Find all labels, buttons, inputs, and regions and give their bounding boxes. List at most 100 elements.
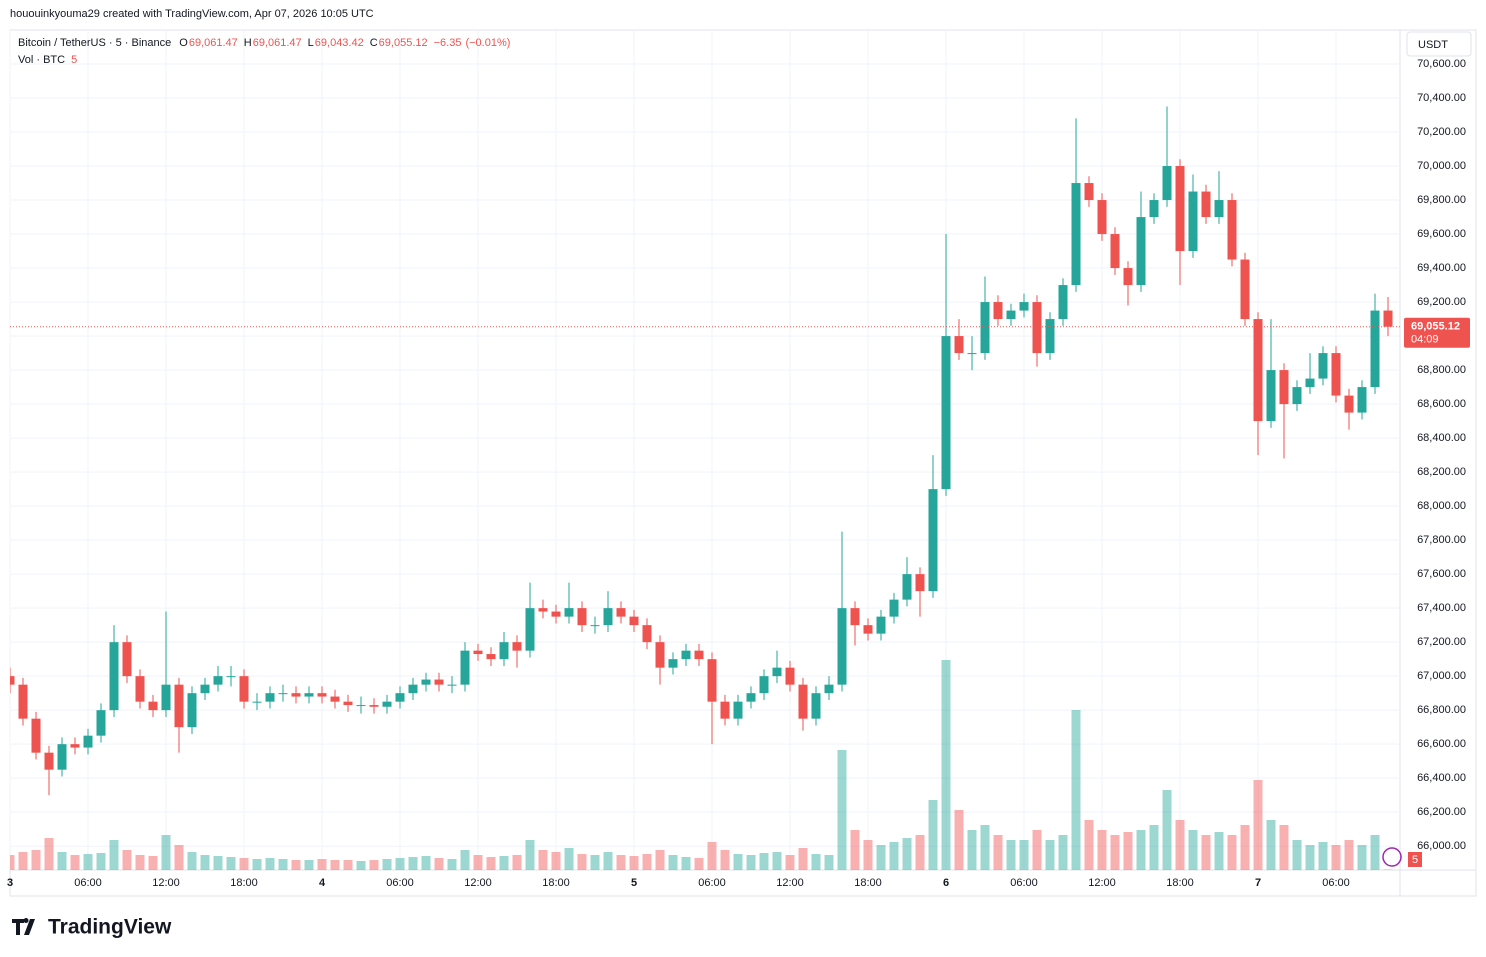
x-tick-label: 12:00: [464, 877, 492, 889]
x-tick-label: 18:00: [230, 877, 258, 889]
volume-bar: [31, 850, 41, 870]
volume-bar: [915, 835, 925, 870]
volume-bar: [486, 857, 496, 870]
candle-body: [798, 684, 808, 719]
axes: 66,000.00 66,200.00 66,400.00 66,600.00 66,8…: [7, 58, 1470, 889]
grid: [9, 30, 1400, 870]
candle-body: [954, 336, 964, 354]
ohlc-value: 69,043.42: [314, 37, 364, 49]
candle-body: [200, 684, 210, 694]
y-tick-label: 68,200.00: [1417, 466, 1466, 478]
volume-bar: [122, 850, 132, 870]
candle-body: [889, 599, 899, 617]
volume-bar: [278, 859, 288, 870]
volume-bar: [538, 850, 548, 870]
volume-bar: [265, 858, 275, 870]
volume-bar: [291, 860, 301, 870]
candle-body: [525, 608, 535, 651]
volume-bar: [161, 835, 171, 870]
volume-bar: [174, 845, 184, 870]
candle-body: [629, 616, 639, 626]
y-tick-label: 70,200.00: [1417, 126, 1466, 138]
candle-body: [733, 701, 743, 719]
candle-body: [421, 679, 431, 685]
y-tick-label: 67,200.00: [1417, 636, 1466, 648]
currency[interactable]: USDT: [1418, 39, 1448, 51]
y-tick-label: 69,800.00: [1417, 194, 1466, 206]
candle-body: [18, 684, 28, 719]
volume-bar: [317, 859, 327, 870]
candle-body: [239, 676, 249, 702]
ohlc-value: 69,061.47: [188, 37, 238, 49]
candle-body: [850, 608, 860, 626]
volume-bar: [967, 830, 977, 870]
candles: [10, 106, 1393, 796]
volume-bar: [707, 842, 717, 870]
candle-body: [434, 679, 444, 685]
volume-bar: [1188, 830, 1198, 870]
x-tick-label: 18:00: [1166, 877, 1194, 889]
y-tick-label: 69,400.00: [1417, 262, 1466, 274]
x-tick-label: 4: [319, 877, 326, 889]
volume-bar: [1305, 845, 1315, 870]
candle-body: [551, 611, 561, 617]
x-tick-label: 06:00: [386, 877, 414, 889]
candle-body: [1149, 200, 1159, 218]
volume-bar: [772, 852, 782, 870]
volume-bar: [824, 855, 834, 870]
y-tick-label: 66,000.00: [1417, 840, 1466, 852]
y-tick-label: 70,600.00: [1417, 58, 1466, 70]
volume-bar: [590, 855, 600, 870]
volume-bar: [135, 855, 145, 870]
candle-body: [174, 684, 184, 728]
x-tick-label: 3: [7, 877, 13, 889]
candle-body: [1266, 370, 1276, 422]
candle-body: [707, 659, 717, 702]
volume-bar: [460, 850, 470, 870]
volume-bar: [1006, 840, 1016, 870]
candle-body: [1032, 302, 1042, 354]
volume-bar: [941, 660, 951, 870]
currency-button[interactable]: [1406, 31, 1472, 57]
volume-bar: [421, 856, 431, 870]
volume-bar: [603, 852, 613, 870]
candle-body: [135, 676, 145, 702]
candle-body: [226, 676, 236, 678]
volume-bar: [902, 838, 912, 870]
candle-body: [1175, 166, 1185, 252]
volume-bar: [213, 856, 223, 870]
volume-bar: [330, 860, 340, 870]
candle-body: [642, 625, 652, 643]
volume-bar: [668, 855, 678, 870]
candle-body: [31, 718, 41, 753]
volume-bar: [447, 859, 457, 870]
y-tick-label: 69,200.00: [1417, 296, 1466, 308]
candle-body: [148, 701, 158, 711]
volume-bar: [1123, 832, 1133, 870]
volume-bar: [18, 852, 28, 870]
candle-body: [1019, 302, 1029, 311]
candle-body: [278, 693, 288, 695]
volume-bar: [616, 855, 626, 870]
candle-body: [317, 693, 327, 697]
volume-bar: [655, 850, 665, 870]
volume-bar: [642, 854, 652, 870]
volume-bar: [109, 840, 119, 870]
candle-body: [1058, 285, 1068, 320]
candle-body: [1188, 191, 1198, 252]
y-tick-label: 68,000.00: [1417, 500, 1466, 512]
candle-body: [356, 705, 366, 707]
x-tick-label: 06:00: [1010, 877, 1038, 889]
volume-bar: [1383, 869, 1393, 870]
volume-bar: [369, 860, 379, 870]
volume-bar: [44, 838, 54, 870]
candle-body: [265, 693, 275, 702]
candle-body: [499, 642, 509, 660]
change: −6.35: [433, 37, 462, 49]
candle-body: [1136, 217, 1146, 286]
candle-body: [694, 650, 704, 660]
volume-bar: [980, 825, 990, 870]
volume-bar: [798, 848, 808, 870]
candle-body: [655, 642, 665, 668]
